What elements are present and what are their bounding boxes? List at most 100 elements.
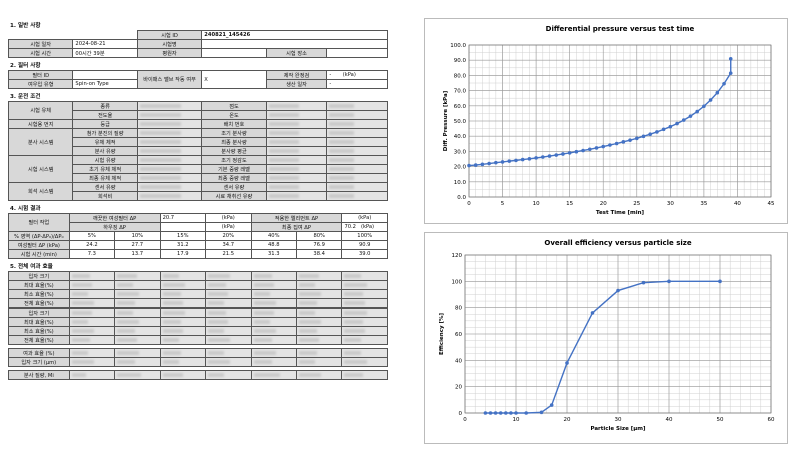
condition-label-right: 기본 중량 레벨 bbox=[201, 164, 267, 174]
redacted-text bbox=[253, 310, 274, 315]
redacted-text bbox=[268, 157, 300, 162]
redacted-text bbox=[253, 337, 272, 342]
data-point bbox=[509, 411, 513, 415]
redacted-text bbox=[162, 328, 183, 333]
redacted-text bbox=[208, 291, 229, 296]
condition-label-left: 최종 유체 체적 bbox=[72, 173, 138, 183]
redacted-text bbox=[117, 282, 134, 287]
condition-label-right: 시료 채취선 유량 bbox=[201, 191, 267, 201]
data-point bbox=[487, 161, 491, 166]
data-point bbox=[718, 279, 722, 284]
condition-group-label: 시험 시스템 bbox=[7, 155, 74, 183]
redacted-cell bbox=[114, 271, 161, 281]
x-tick-label: 35 bbox=[700, 201, 707, 207]
redacted-text bbox=[139, 148, 182, 153]
redacted-text bbox=[208, 328, 225, 333]
redacted-cell bbox=[136, 110, 203, 120]
redacted-text bbox=[71, 328, 94, 333]
condition-row: 희석비 시료 채취선 유량 bbox=[9, 191, 388, 201]
x-tick-label: 20 bbox=[564, 417, 571, 423]
efficiency-row-label: 여과 효율 (%) bbox=[8, 348, 70, 358]
redacted-text bbox=[253, 372, 280, 377]
y-tick-label: 100.0 bbox=[450, 43, 466, 49]
redacted-text bbox=[344, 310, 367, 315]
percent-col-0: 5% bbox=[68, 231, 116, 241]
redacted-text bbox=[329, 103, 355, 108]
place-label: 시험 장소 bbox=[265, 48, 328, 58]
redacted-cell bbox=[265, 155, 328, 165]
condition-label-left: 종류 bbox=[72, 101, 138, 111]
rated-value: - (kPa) bbox=[326, 70, 388, 80]
data-point bbox=[565, 361, 569, 365]
redacted-text bbox=[139, 175, 182, 180]
housing-dp-label: 하우징 ΔP bbox=[68, 222, 161, 232]
test-date-value: 2024-08-21 bbox=[72, 39, 138, 49]
redacted-text bbox=[268, 103, 300, 108]
redacted-cell bbox=[205, 357, 252, 367]
clean-dp-unit: (kPa) bbox=[205, 213, 252, 223]
condition-group-label: 희석 시스템 bbox=[7, 182, 74, 201]
redacted-cell bbox=[114, 335, 161, 345]
redacted-cell bbox=[205, 308, 252, 318]
redacted-text bbox=[298, 359, 316, 364]
redacted-cell bbox=[250, 370, 297, 380]
data-point bbox=[494, 160, 498, 165]
redacted-text bbox=[117, 372, 142, 377]
redacted-cell bbox=[205, 289, 252, 299]
redacted-cell bbox=[68, 289, 116, 299]
redacted-cell bbox=[205, 280, 252, 290]
redacted-text bbox=[71, 300, 94, 305]
time-value-5: 38.4 bbox=[295, 249, 343, 259]
condition-label-left: 초기 유체 체적 bbox=[72, 164, 138, 174]
y-tick-label: 0.0 bbox=[457, 195, 466, 201]
redacted-cell bbox=[68, 357, 116, 367]
redacted-cell bbox=[295, 289, 343, 299]
data-point bbox=[655, 130, 659, 134]
data-point bbox=[504, 411, 508, 415]
efficiency-table-a: 입자 크기 최대 효율(%) 최소 효율(%) 전체 효율(%) bbox=[8, 271, 388, 308]
condition-label-right: 센서 유량 bbox=[201, 182, 267, 192]
dp-value-5: 76.9 bbox=[295, 240, 343, 250]
redacted-cell bbox=[326, 110, 388, 120]
data-point bbox=[616, 288, 620, 293]
redacted-cell bbox=[114, 280, 161, 290]
redacted-text bbox=[344, 300, 365, 305]
redacted-cell bbox=[341, 370, 388, 380]
condition-label-left: 센서 유량 bbox=[72, 182, 138, 192]
x-tick-label: 20 bbox=[600, 201, 607, 207]
redacted-cell bbox=[326, 164, 388, 174]
redacted-text bbox=[139, 193, 182, 198]
data-point bbox=[661, 127, 666, 132]
redacted-cell bbox=[295, 308, 343, 318]
y-tick-label: 100 bbox=[452, 279, 463, 285]
dp-value-4: 48.8 bbox=[250, 240, 297, 250]
redacted-text bbox=[329, 157, 355, 162]
data-point bbox=[493, 411, 498, 415]
x-tick-label: 40 bbox=[666, 417, 673, 423]
x-tick-label: 60 bbox=[768, 417, 775, 423]
redacted-cell bbox=[295, 280, 343, 290]
redacted-cell bbox=[68, 335, 116, 345]
redacted-cell bbox=[159, 357, 207, 367]
x-tick-label: 40 bbox=[734, 201, 741, 207]
redacted-text bbox=[71, 273, 90, 278]
redacted-cell bbox=[326, 128, 388, 138]
redacted-text bbox=[162, 273, 179, 278]
injected-mass-label: 분사 질량, Mi bbox=[8, 370, 70, 380]
y-tick-label: 80 bbox=[455, 306, 462, 312]
x-tick-label: 25 bbox=[633, 201, 640, 207]
redacted-cell bbox=[159, 280, 207, 290]
redacted-text bbox=[71, 372, 86, 377]
redacted-cell bbox=[114, 317, 161, 327]
filter-id-value bbox=[72, 70, 138, 80]
time-value-2: 17.9 bbox=[159, 249, 207, 259]
redacted-text bbox=[298, 372, 322, 377]
redacted-cell bbox=[250, 348, 297, 358]
y-axis-label: Diff. Pressure [kPa] bbox=[443, 90, 449, 151]
redacted-text bbox=[329, 184, 355, 189]
housing-dp-unit: (kPa) bbox=[205, 222, 252, 232]
chart-title: Differential pressure versus test time bbox=[546, 25, 695, 33]
plot-area bbox=[468, 44, 772, 198]
redacted-cell bbox=[114, 357, 161, 367]
redacted-text bbox=[268, 139, 300, 144]
